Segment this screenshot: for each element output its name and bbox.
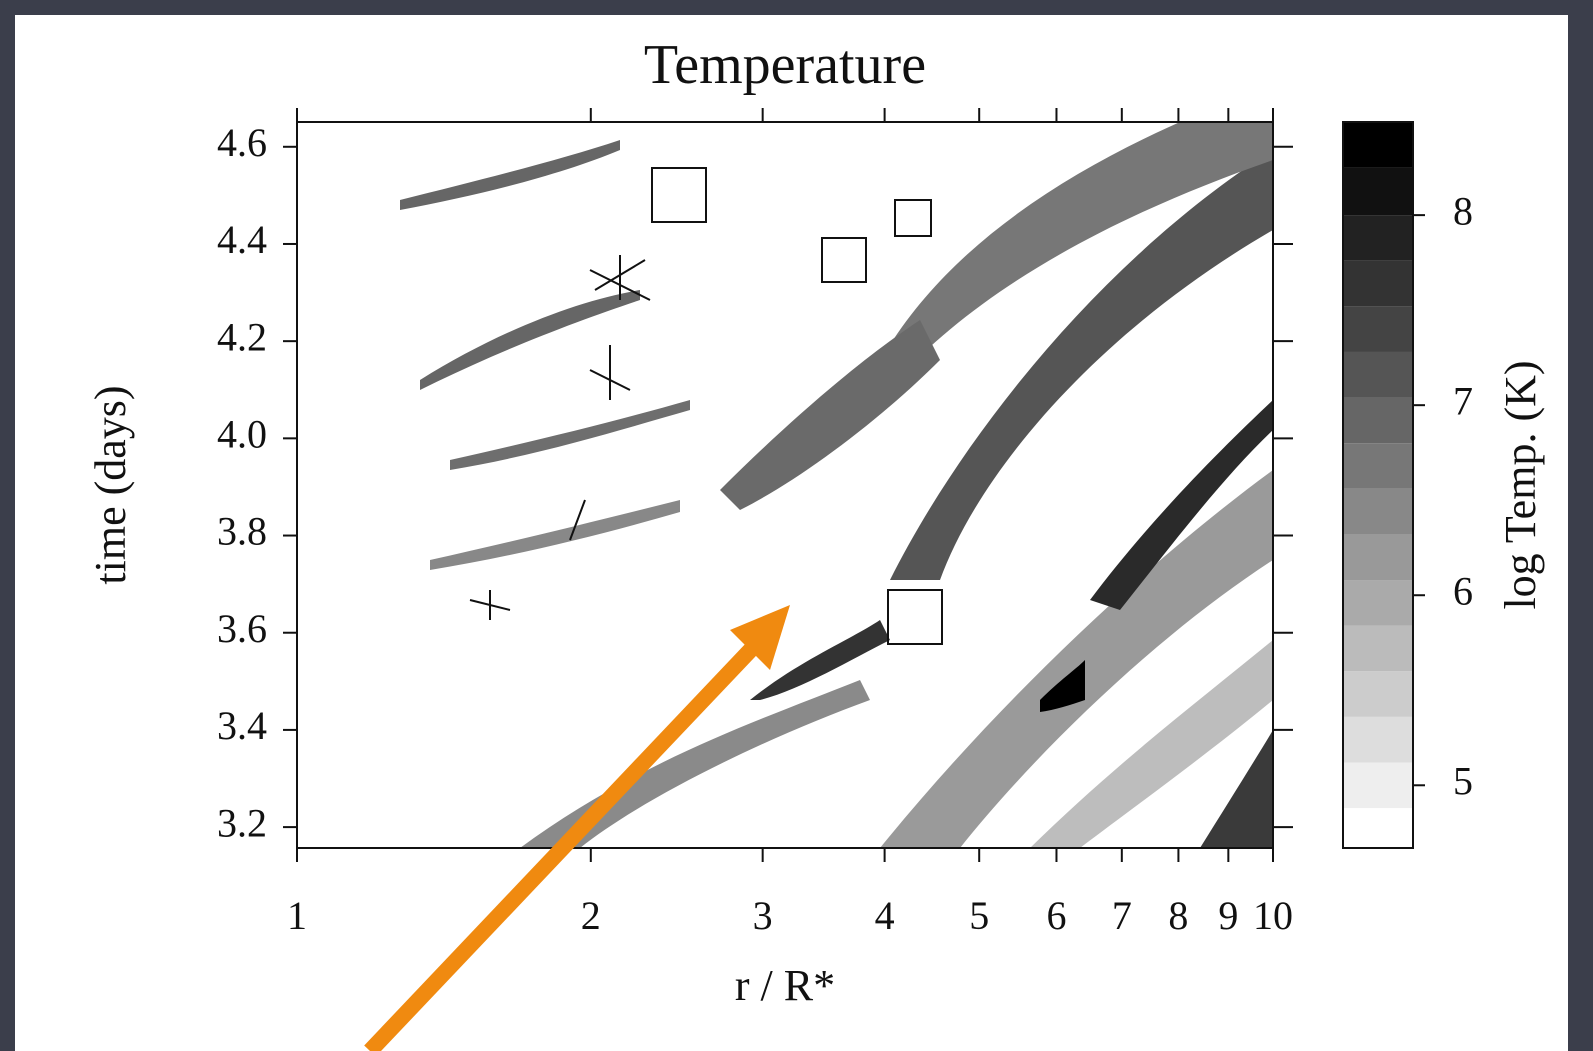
x-tick-label: 8: [1168, 893, 1188, 938]
x-tick-label: 6: [1046, 893, 1066, 938]
x-tick-label: 2: [581, 893, 601, 938]
streak: [450, 400, 690, 470]
colorbar-tick-label: 8: [1453, 188, 1473, 233]
x-tick-label: 5: [969, 893, 989, 938]
colorbar-band: [1343, 167, 1413, 216]
markers: [469, 167, 943, 645]
y-tick-label: 3.8: [217, 509, 267, 554]
arrow-head: [730, 605, 790, 670]
plot-frame: [296, 121, 1274, 849]
y-tick-label: 4.2: [217, 314, 267, 359]
colorbar-band: [1343, 808, 1413, 848]
streak: [1200, 730, 1273, 848]
panel: [15, 15, 1568, 1051]
colorbar-band: [1343, 671, 1413, 717]
colorbar-band: [1343, 215, 1413, 261]
colorbar: [1343, 122, 1413, 848]
marker: [651, 167, 707, 223]
colorbar-frame: [1342, 121, 1414, 849]
x-tick-label: 3: [753, 893, 773, 938]
y-tick-label: 4.0: [217, 412, 267, 457]
y-tick-label: 3.2: [217, 800, 267, 845]
x-tick-label: 4: [875, 893, 895, 938]
streak: [870, 122, 1273, 400]
marker: [894, 199, 932, 237]
colorbar-band: [1343, 306, 1413, 352]
x-tick-label: 9: [1218, 893, 1238, 938]
colorbar-band: [1343, 762, 1413, 809]
colorbar-tick-label: 7: [1453, 378, 1473, 423]
y-tick-label: 3.4: [217, 703, 267, 748]
colorbar-tick-label: 5: [1453, 758, 1473, 803]
arrow-shaft: [364, 634, 766, 1051]
colorbar-band: [1343, 580, 1413, 626]
colorbar-band: [1343, 397, 1413, 444]
colorbar-band: [1343, 260, 1413, 307]
y-tick-label: 4.6: [217, 120, 267, 165]
marker: [469, 255, 651, 620]
colorbar-band: [1343, 443, 1413, 489]
x-axis-label: r / R*: [735, 961, 835, 1010]
y-axis-label: time (days): [86, 385, 135, 584]
colorbar-band: [1343, 625, 1413, 672]
x-tick-label: 10: [1253, 893, 1293, 938]
temperature-field: [400, 122, 1273, 848]
streak: [1040, 660, 1085, 712]
streak: [720, 320, 940, 510]
colorbar-band: [1343, 488, 1413, 535]
chart-title: Temperature: [644, 34, 926, 96]
x-tick-label: 1: [287, 893, 307, 938]
streak: [420, 290, 640, 390]
colorbar-band: [1343, 122, 1413, 168]
colorbar-band: [1343, 351, 1413, 398]
streak: [1030, 640, 1273, 848]
y-tick-label: 4.4: [217, 217, 267, 262]
streak: [1090, 400, 1273, 610]
x-tick-label: 7: [1112, 893, 1132, 938]
marker: [821, 237, 867, 283]
colorbar-band: [1343, 716, 1413, 763]
colorbar-tick-label: 6: [1453, 568, 1473, 613]
streak: [400, 140, 620, 210]
streak: [750, 620, 890, 700]
marker: [887, 589, 943, 645]
colorbar-band: [1343, 534, 1413, 581]
streak: [430, 500, 680, 570]
streak: [890, 150, 1273, 580]
colorbar-label: log Temp. (K): [1496, 360, 1545, 609]
y-tick-label: 3.6: [217, 606, 267, 651]
streak: [880, 470, 1273, 848]
